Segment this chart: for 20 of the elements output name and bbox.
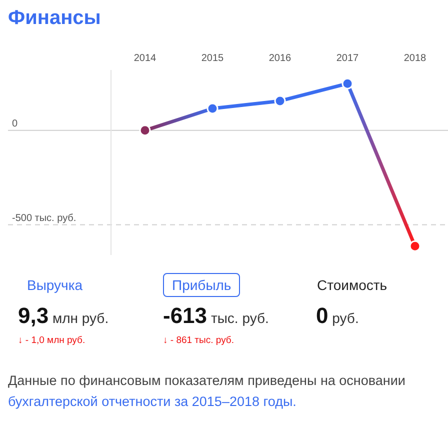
text: ↓ - 861 тыс. руб. [163,335,236,346]
text: бухгалтерской отчетности за 2015–2018 годы. [8,394,296,409]
text: Прибыль [163,273,240,297]
x-tick-label: 2018 [404,53,427,64]
x-tick-label: 2015 [201,53,224,64]
text: Выручка [26,276,84,295]
text: 9,3 [18,303,49,328]
text: млн руб. [51,310,109,326]
x-tick-label: 2016 [268,53,292,64]
x-tick-label: 2014 [134,53,157,64]
text: ↓ - 1,0 млн руб. [18,335,86,346]
text: руб. [331,310,359,326]
x-tick-label: 2017 [336,53,360,64]
text: -613 [163,303,208,328]
chart-title: Финансы [8,7,101,29]
text: 0 [316,303,328,328]
y-tick-label: -500 тыс. руб. [12,212,76,224]
text: Данные по финансовым показателям приведены на основании [8,373,406,388]
text: Стоимость [316,276,388,295]
text: тыс. руб. [210,310,269,326]
